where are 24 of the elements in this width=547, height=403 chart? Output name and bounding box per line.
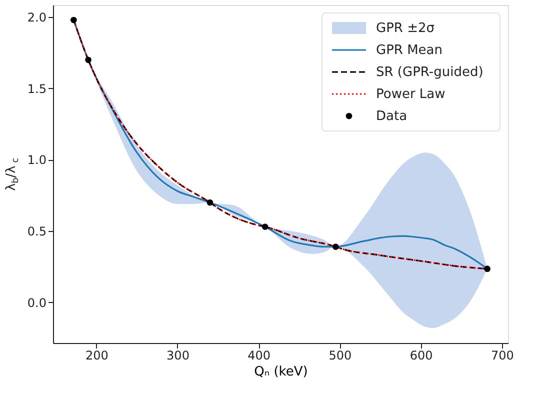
x-tick-label: 300 xyxy=(166,348,190,362)
y-axis-title: λb/λc xyxy=(4,158,21,191)
legend-label: GPR Mean xyxy=(376,43,442,58)
y-tick-label: 0.0 xyxy=(27,296,46,310)
x-tick-label: 600 xyxy=(410,348,433,362)
x-tick-label: 400 xyxy=(248,348,271,362)
x-tick-label: 700 xyxy=(490,348,514,362)
point xyxy=(484,266,490,272)
legend-label: GPR ±2σ xyxy=(376,21,434,36)
y-tick-label: 0.5 xyxy=(27,224,46,239)
legend-label: Power Law xyxy=(376,87,446,102)
legend-label: SR (GPR-guided) xyxy=(376,65,484,80)
x-tick-label: 200 xyxy=(85,348,108,362)
y-tick-label: 1.0 xyxy=(27,153,46,168)
point xyxy=(85,56,92,64)
x-axis-title: Qₙ (keV) xyxy=(254,364,308,380)
y-tick-label: 2.0 xyxy=(27,10,46,25)
point xyxy=(206,199,214,206)
y-tick-label: 1.5 xyxy=(27,82,46,96)
point xyxy=(332,244,339,250)
point xyxy=(262,224,268,230)
legend-label: Data xyxy=(376,109,408,124)
x-tick-label: 500 xyxy=(328,348,352,362)
point xyxy=(70,16,77,24)
